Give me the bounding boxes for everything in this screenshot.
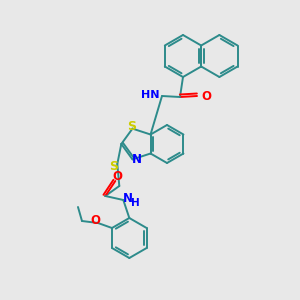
Text: HN: HN xyxy=(140,90,159,100)
Text: S: S xyxy=(127,120,136,133)
Text: S: S xyxy=(109,160,118,173)
Text: O: O xyxy=(201,89,211,103)
Text: O: O xyxy=(90,214,100,226)
Text: N: N xyxy=(123,193,133,206)
Text: O: O xyxy=(112,170,122,184)
Text: N: N xyxy=(131,153,142,166)
Text: H: H xyxy=(131,198,140,208)
